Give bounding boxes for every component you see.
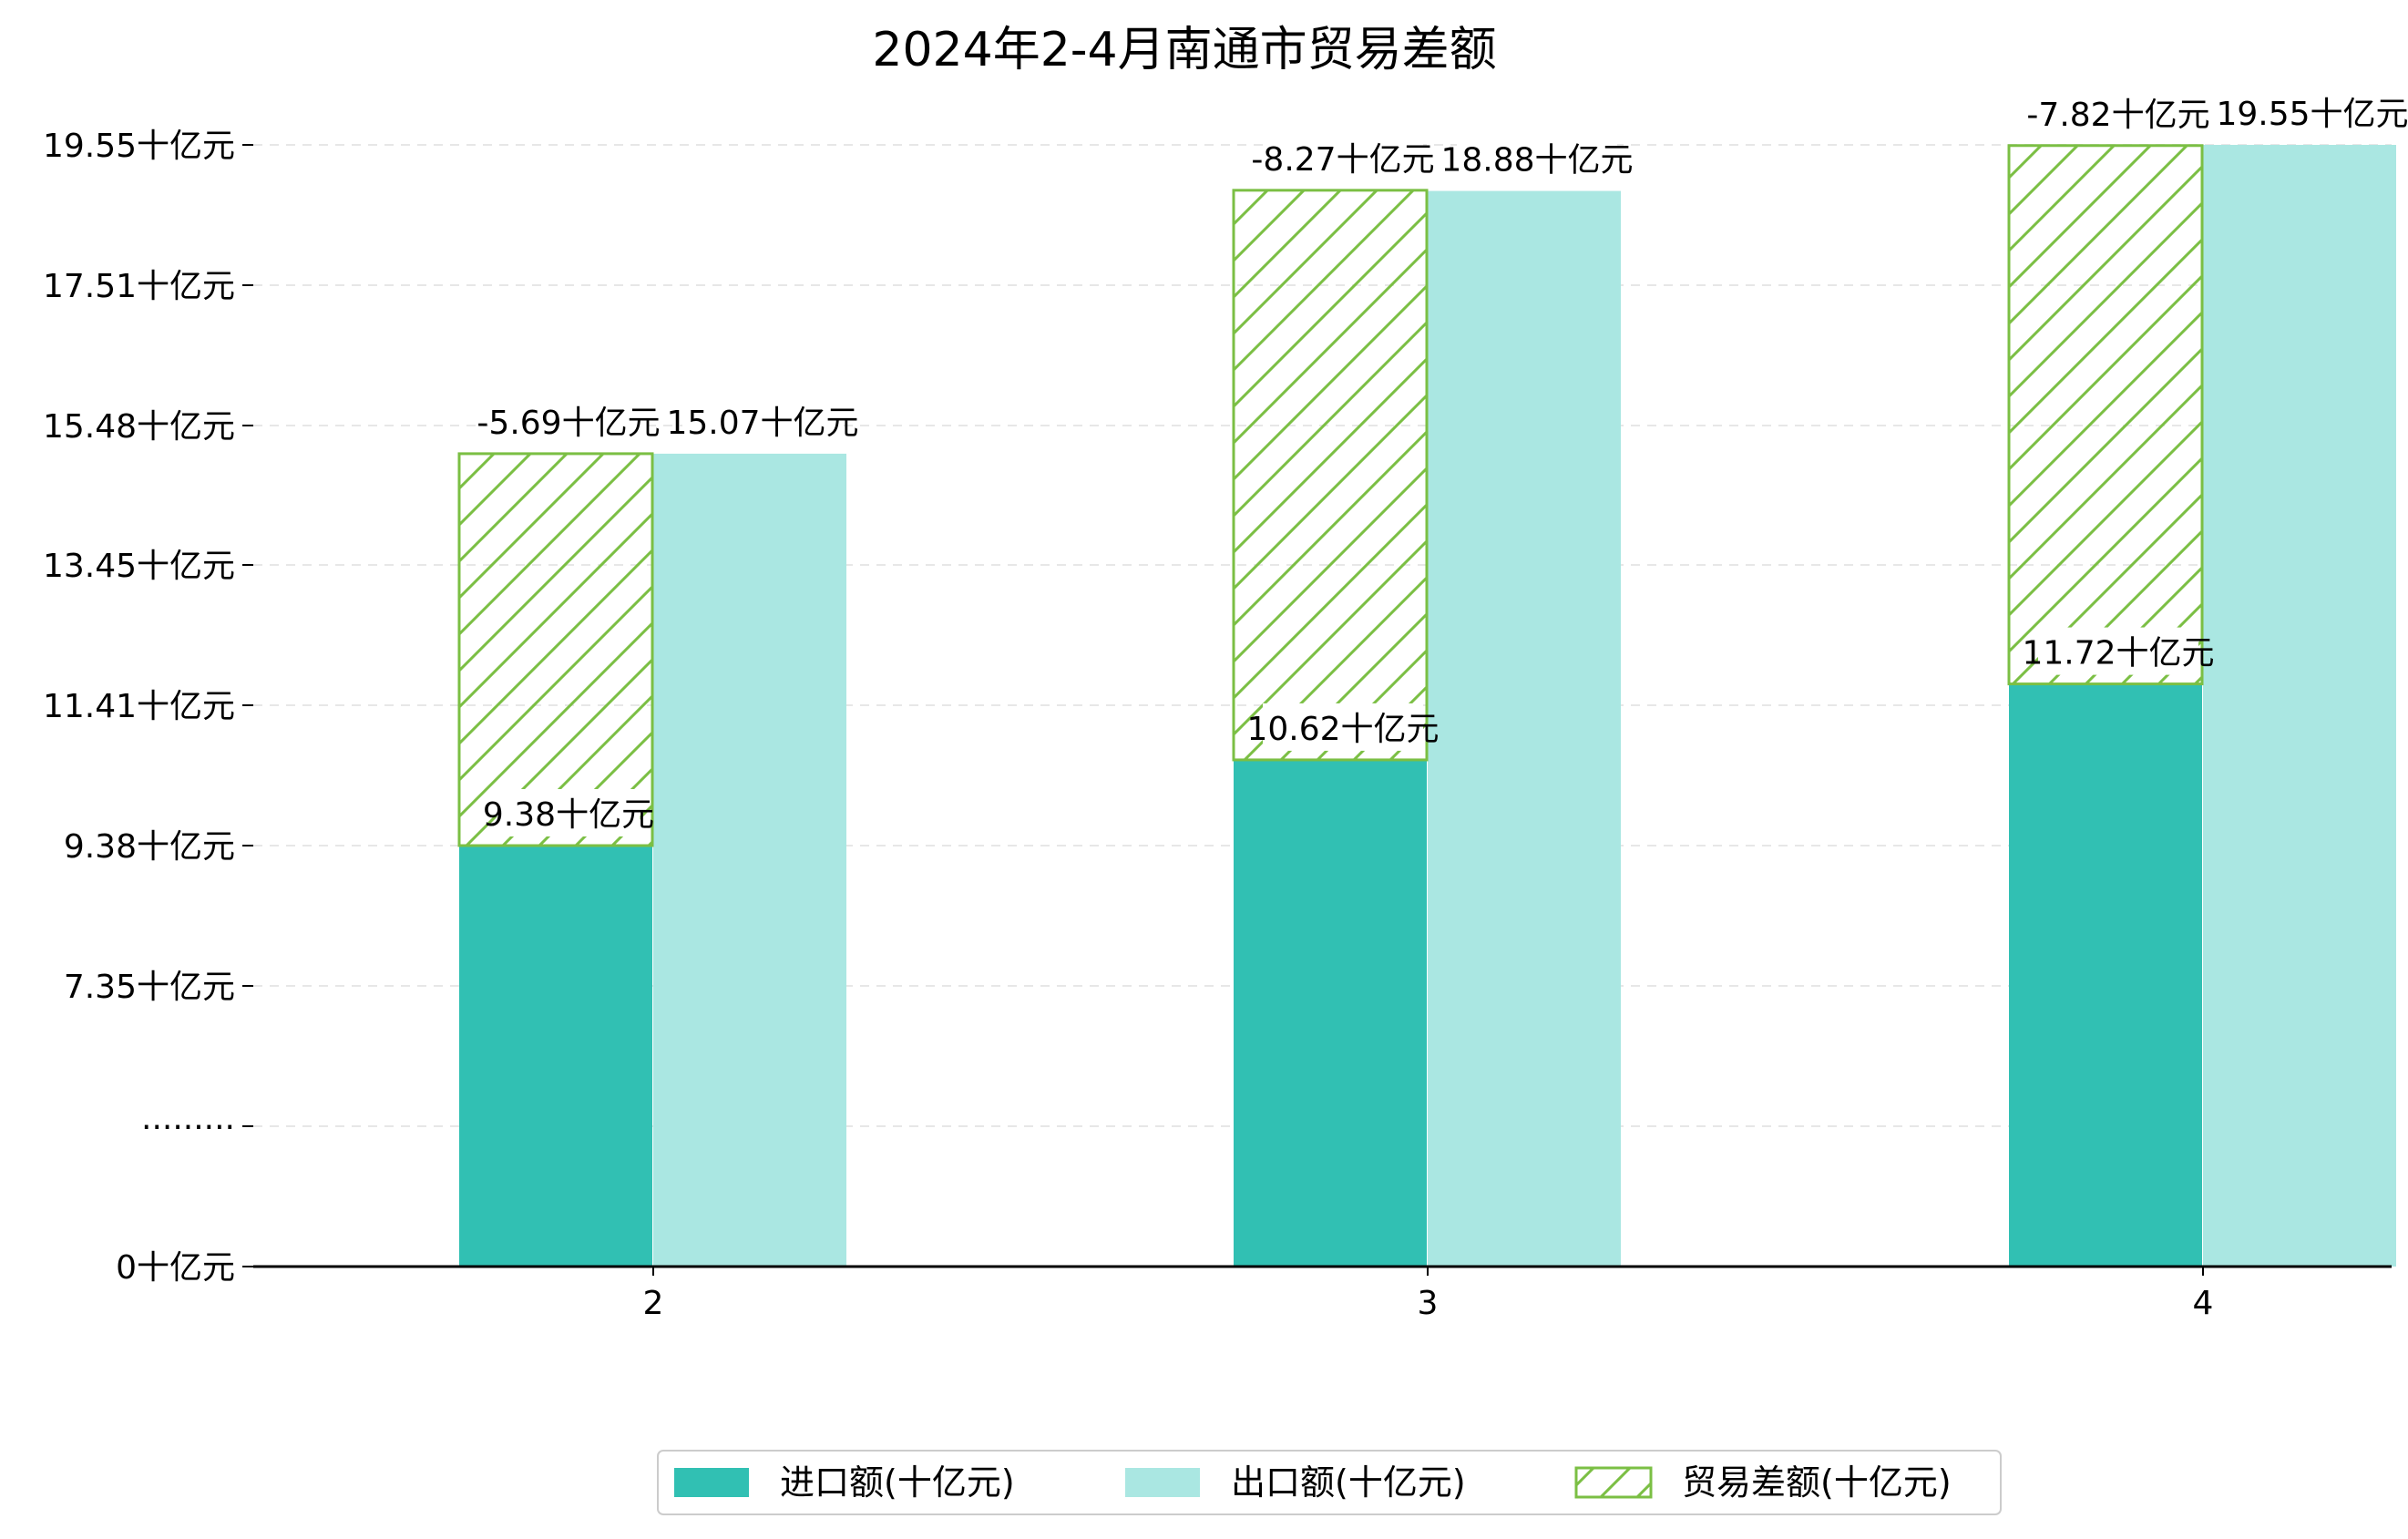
balance-bar [2007, 144, 2204, 686]
legend-item-import-label: 进口额(十亿元) [780, 1462, 1015, 1503]
export-value-label: 15.07十亿元 [666, 405, 858, 442]
export-bar [653, 453, 846, 1267]
import-value-label-bg [1263, 703, 1423, 751]
balance-value-label: -8.27十亿元 [1251, 141, 1434, 179]
y-tick-label: 9.38十亿元 [64, 828, 235, 866]
export-value-label-bg [1457, 134, 1617, 182]
export-value-label-bg [682, 396, 843, 445]
chart-title: 2024年2-4月南通市贸易差额 [872, 23, 1496, 77]
balance-value-label-bg [1263, 133, 1423, 181]
export-value-label-bg [2232, 88, 2393, 136]
legend-item-export-swatch [1125, 1468, 1200, 1497]
balance-bar [457, 452, 654, 847]
import-bar [1234, 759, 1427, 1267]
balance-value-label: -5.69十亿元 [476, 405, 660, 442]
y-tick-label: 15.48十亿元 [43, 408, 235, 446]
legend: 进口额(十亿元) 出口额(十亿元) 贸易差额(十亿元) [657, 1450, 2002, 1515]
bars [457, 144, 2396, 1267]
x-tick-label: 4 [2193, 1285, 2214, 1322]
import-value-label: 10.62十亿元 [1246, 711, 1439, 748]
import-value-label-bg [497, 789, 640, 836]
y-tick-label: 0十亿元 [116, 1249, 235, 1287]
export-value-label: 19.55十亿元 [2216, 96, 2408, 133]
legend-item-export-label: 出口额(十亿元) [1231, 1462, 1466, 1503]
y-tick-label: 13.45十亿元 [43, 548, 235, 585]
balance-value-label-bg [488, 396, 649, 445]
y-axis: 0十亿元 ········· 7.35十亿元 9.38十亿元 11.41十亿元 13.45… [43, 128, 253, 1287]
import-value-label: 11.72十亿元 [2022, 635, 2214, 672]
balance-value-label-bg [2038, 88, 2198, 137]
x-tick-label: 3 [1418, 1285, 1439, 1322]
legend-item-import-swatch [674, 1468, 749, 1497]
y-tick-label: 17.51十亿元 [43, 268, 235, 305]
balance-bar [1232, 189, 1429, 762]
y-tick-label: 11.41十亿元 [43, 688, 235, 725]
legend-item-balance-label: 贸易差额(十亿元) [1682, 1462, 1952, 1503]
export-bar [2203, 145, 2396, 1267]
legend-item-balance-swatch [1574, 1466, 1653, 1499]
y-tick-label: 19.55十亿元 [43, 128, 235, 165]
import-value-label-bg [2038, 627, 2198, 675]
data-labels: 15.07十亿元 9.38十亿元 -5.69十亿元 18.88十亿元 10.62十亿元 -… [476, 88, 2408, 836]
export-value-label: 18.88十亿元 [1440, 142, 1633, 180]
x-axis: 2 3 4 [253, 1265, 2392, 1322]
import-bar [459, 846, 652, 1267]
import-value-label: 9.38十亿元 [483, 796, 654, 834]
balance-value-label: -7.82十亿元 [2026, 97, 2209, 134]
y-tick-label: ········· [141, 1109, 235, 1146]
y-tick-label: 7.35十亿元 [64, 969, 235, 1006]
legend-box [657, 1450, 2002, 1515]
export-bar [1428, 190, 1621, 1267]
x-tick-label: 2 [643, 1285, 664, 1322]
import-bar [2009, 683, 2202, 1267]
